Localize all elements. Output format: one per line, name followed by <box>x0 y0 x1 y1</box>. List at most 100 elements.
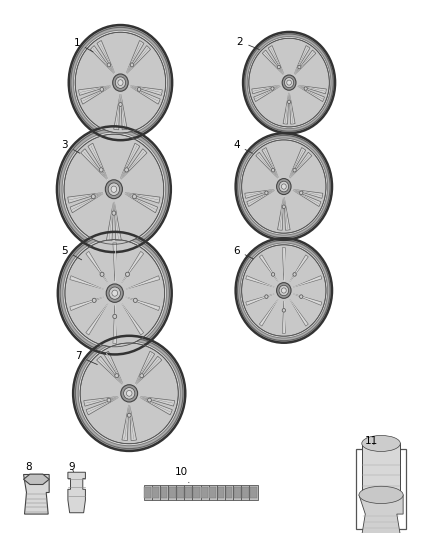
Bar <box>226 487 233 498</box>
Ellipse shape <box>99 167 103 173</box>
Bar <box>362 443 400 497</box>
Ellipse shape <box>91 194 96 199</box>
Polygon shape <box>70 297 104 311</box>
Polygon shape <box>130 405 137 440</box>
Ellipse shape <box>62 132 166 246</box>
Ellipse shape <box>281 184 286 189</box>
Polygon shape <box>290 255 308 282</box>
Polygon shape <box>293 190 321 206</box>
Ellipse shape <box>245 34 333 131</box>
Polygon shape <box>140 397 172 415</box>
Ellipse shape <box>125 272 130 277</box>
Ellipse shape <box>237 240 330 341</box>
Polygon shape <box>126 41 144 73</box>
Ellipse shape <box>237 135 330 238</box>
Ellipse shape <box>112 290 117 296</box>
Ellipse shape <box>92 298 96 302</box>
Bar <box>201 487 208 498</box>
Ellipse shape <box>148 398 152 402</box>
Polygon shape <box>24 474 49 484</box>
Polygon shape <box>136 356 162 384</box>
Ellipse shape <box>299 190 303 195</box>
Ellipse shape <box>127 413 131 418</box>
Ellipse shape <box>126 272 129 277</box>
Ellipse shape <box>240 138 328 235</box>
Polygon shape <box>140 397 175 406</box>
Ellipse shape <box>272 168 275 172</box>
Ellipse shape <box>64 134 164 244</box>
Bar <box>177 487 184 498</box>
Polygon shape <box>78 86 110 95</box>
Ellipse shape <box>111 186 117 192</box>
Ellipse shape <box>115 374 119 377</box>
Ellipse shape <box>60 235 170 352</box>
Ellipse shape <box>59 129 169 249</box>
Bar <box>225 485 233 500</box>
Ellipse shape <box>108 183 120 196</box>
Ellipse shape <box>242 140 326 233</box>
Polygon shape <box>81 149 107 179</box>
Bar <box>234 487 240 498</box>
Bar <box>184 485 192 500</box>
Polygon shape <box>246 294 275 305</box>
Ellipse shape <box>236 133 332 240</box>
Bar <box>241 485 249 500</box>
Polygon shape <box>106 202 113 241</box>
Bar <box>152 485 160 500</box>
Ellipse shape <box>119 102 122 107</box>
Ellipse shape <box>271 87 274 90</box>
Ellipse shape <box>277 179 291 195</box>
Polygon shape <box>293 294 322 305</box>
Polygon shape <box>86 252 108 283</box>
Ellipse shape <box>106 284 124 302</box>
Bar <box>192 485 201 500</box>
Polygon shape <box>245 189 275 198</box>
Ellipse shape <box>244 33 335 133</box>
Bar <box>217 485 225 500</box>
Ellipse shape <box>100 272 104 277</box>
Polygon shape <box>131 86 162 95</box>
Ellipse shape <box>285 78 293 87</box>
Ellipse shape <box>271 168 275 173</box>
Ellipse shape <box>113 314 117 319</box>
Polygon shape <box>24 474 49 514</box>
Ellipse shape <box>362 435 400 451</box>
Polygon shape <box>289 148 306 177</box>
Ellipse shape <box>57 126 171 252</box>
Bar <box>144 487 151 498</box>
Ellipse shape <box>272 273 275 276</box>
Ellipse shape <box>293 273 296 276</box>
Polygon shape <box>121 149 147 179</box>
Ellipse shape <box>124 387 135 399</box>
Polygon shape <box>293 276 322 287</box>
Polygon shape <box>86 397 119 415</box>
Ellipse shape <box>138 87 141 91</box>
Polygon shape <box>88 143 108 179</box>
Polygon shape <box>104 351 123 384</box>
Ellipse shape <box>92 298 97 303</box>
Ellipse shape <box>58 128 170 251</box>
Ellipse shape <box>124 167 129 173</box>
Ellipse shape <box>279 285 289 296</box>
Polygon shape <box>135 351 155 384</box>
Ellipse shape <box>300 295 303 298</box>
Ellipse shape <box>304 86 307 91</box>
Polygon shape <box>122 405 129 440</box>
Ellipse shape <box>130 63 134 67</box>
Polygon shape <box>282 248 286 280</box>
Ellipse shape <box>73 336 185 451</box>
Polygon shape <box>246 276 275 287</box>
Ellipse shape <box>71 27 170 138</box>
Polygon shape <box>284 197 290 230</box>
Ellipse shape <box>237 240 330 341</box>
Text: 9: 9 <box>68 462 75 472</box>
Polygon shape <box>97 41 115 73</box>
Ellipse shape <box>293 272 297 277</box>
Ellipse shape <box>70 26 171 140</box>
Ellipse shape <box>140 374 144 377</box>
Polygon shape <box>298 85 326 94</box>
Ellipse shape <box>74 30 167 135</box>
Ellipse shape <box>265 191 268 195</box>
Ellipse shape <box>134 298 137 302</box>
Text: 6: 6 <box>233 246 253 259</box>
